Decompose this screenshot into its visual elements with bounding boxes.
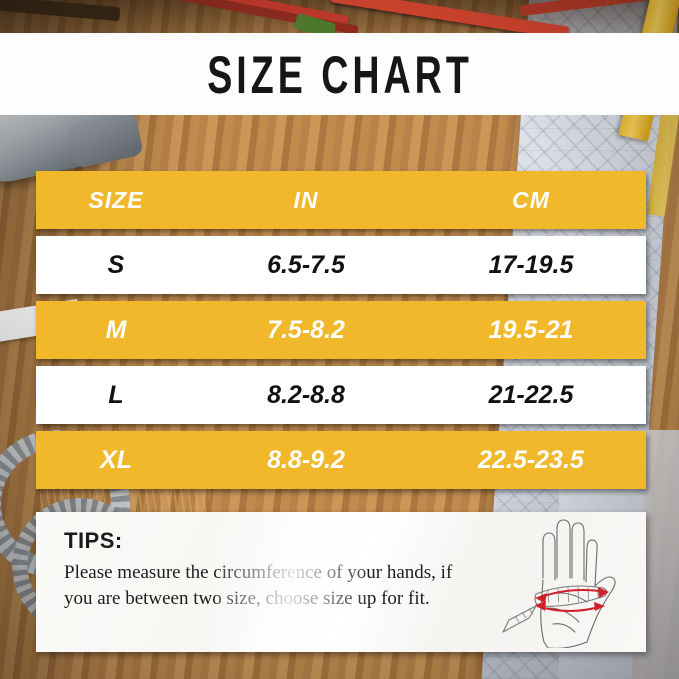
title-band: SIZE CHART bbox=[0, 33, 679, 115]
cell-inches: 7.5-8.2 bbox=[267, 315, 345, 344]
table-row: L 8.2-8.8 21-22.5 bbox=[36, 366, 646, 424]
tips-text-block: TIPS: Please measure the circumference o… bbox=[36, 512, 486, 652]
measure-arrow-icon bbox=[535, 587, 609, 612]
cell-size: M bbox=[105, 315, 127, 344]
column-header-size: SIZE bbox=[88, 186, 144, 213]
cell-size: S bbox=[107, 250, 125, 279]
cell-centimeters: 21-22.5 bbox=[488, 380, 574, 409]
hand-measure-illustration bbox=[486, 512, 646, 652]
cell-inches: 8.2-8.8 bbox=[267, 380, 345, 409]
cell-size: L bbox=[108, 380, 124, 409]
cell-centimeters: 17-19.5 bbox=[488, 250, 574, 279]
hand-diagram-svg bbox=[502, 519, 616, 648]
tips-body-text: Please measure the circumference of your… bbox=[64, 562, 453, 609]
table-row: S 6.5-7.5 17-19.5 bbox=[36, 236, 646, 294]
table-row: M 7.5-8.2 19.5-21 bbox=[36, 301, 646, 359]
tips-heading: TIPS: bbox=[64, 528, 123, 553]
table-header-row: SIZE IN CM bbox=[36, 171, 646, 229]
column-header-cm: CM bbox=[512, 186, 550, 213]
page-title: SIZE CHART bbox=[206, 44, 473, 104]
cell-centimeters: 22.5-23.5 bbox=[478, 445, 584, 474]
table-row: XL 8.8-9.2 22.5-23.5 bbox=[36, 431, 646, 489]
cell-inches: 6.5-7.5 bbox=[267, 250, 345, 279]
cell-size: XL bbox=[100, 445, 132, 474]
size-table: SIZE IN CM S 6.5-7.5 17-19.5 M 7.5-8.2 1… bbox=[36, 171, 646, 496]
tips-panel: TIPS: Please measure the circumference o… bbox=[36, 512, 646, 652]
cell-centimeters: 19.5-21 bbox=[488, 315, 574, 344]
cell-inches: 8.8-9.2 bbox=[267, 445, 345, 474]
column-header-in: IN bbox=[293, 186, 319, 213]
